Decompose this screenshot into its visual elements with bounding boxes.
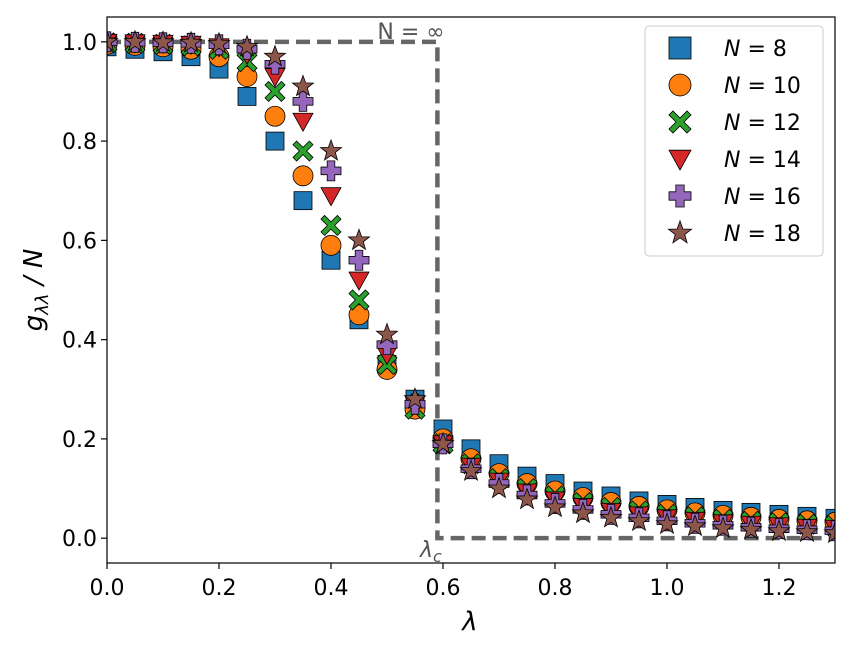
legend: N = 8 N = 10 N = 12 N = 14 N = 16 N = 18 [644, 25, 824, 257]
lambda-c-sub: c [433, 547, 442, 566]
data-point [264, 80, 286, 103]
x-tick-label: 0.8 [538, 576, 573, 601]
data-point [375, 322, 399, 345]
data-point [431, 431, 455, 454]
x-tick-label: 0.0 [90, 576, 125, 601]
data-point [123, 29, 147, 52]
legend-marker [667, 219, 693, 244]
data-point [151, 30, 175, 53]
data-point [515, 487, 539, 510]
data-point [459, 458, 483, 482]
data-point [292, 112, 314, 133]
x-axis-label: λ [460, 607, 477, 637]
data-point [348, 249, 370, 271]
y-axis-label: gλλ / N [19, 249, 53, 332]
data-point [320, 234, 342, 256]
axes: 0.0 0.2 0.4 0.6 0.8 1.0 1.2 0.0 0.2 0.4 0.6 0.8 1.0 [62, 16, 836, 601]
data-point [571, 501, 595, 524]
data-point [683, 514, 707, 537]
data-point [543, 495, 567, 518]
legend-marker [668, 184, 692, 208]
legend-entry-label: N = 10 [724, 74, 801, 99]
data-point [795, 520, 819, 543]
data-point [348, 289, 370, 311]
data-point [767, 519, 791, 542]
legend-marker [668, 36, 692, 60]
data-point [179, 30, 203, 53]
data-point [319, 138, 343, 161]
x-tick-label: 1.0 [650, 576, 685, 601]
y-axis-label-main: g [19, 315, 49, 332]
legend-entry-label: N = 12 [724, 111, 801, 136]
data-point [348, 271, 370, 291]
legend-entry-label: N = 16 [724, 185, 801, 210]
data-point [320, 214, 342, 237]
series-n-18 [107, 29, 835, 544]
data-point [237, 87, 257, 106]
legend-items: N = 8 N = 10 N = 12 N = 14 N = 16 N = 18 [667, 36, 801, 247]
data-point [207, 31, 231, 54]
data-point [487, 476, 511, 499]
data-point [292, 165, 314, 187]
data-point [347, 228, 371, 251]
y-tick-label: 0.4 [62, 329, 97, 354]
data-point [403, 387, 427, 410]
plot-frame [106, 16, 836, 564]
data-point [107, 29, 119, 52]
x-tick-label: 1.2 [762, 576, 797, 601]
x-tick-label: 0.2 [202, 576, 237, 601]
legend-marker [668, 73, 692, 97]
x-tick-label: 0.6 [426, 576, 461, 601]
data-point [320, 160, 342, 182]
data-point [739, 517, 763, 540]
x-tick-label: 0.4 [314, 576, 349, 601]
y-tick-label: 0.2 [62, 428, 97, 453]
y-axis-label-sub: λλ [32, 293, 53, 315]
y-tick-label: 0.6 [62, 229, 97, 254]
y-tick-label: 1.0 [62, 31, 97, 56]
y-tick-label: 0.8 [62, 130, 97, 155]
plot-area [107, 29, 835, 544]
data-point [293, 191, 313, 211]
data-point [291, 74, 315, 97]
data-point [348, 304, 370, 326]
y-tick-label: 0.0 [62, 527, 97, 552]
data-point [627, 509, 651, 532]
data-point [292, 90, 314, 112]
data-point [292, 140, 314, 162]
legend-entry-label: N = 14 [724, 148, 801, 173]
data-point [655, 512, 679, 535]
data-point [235, 34, 259, 57]
legend-entry-label: N = 18 [724, 222, 801, 247]
data-point [265, 131, 285, 151]
data-point [711, 516, 735, 539]
legend-marker [668, 110, 692, 134]
data-point [320, 187, 342, 207]
data-point [599, 505, 623, 528]
data-point [263, 44, 287, 67]
y-axis-label-tail: / N [19, 249, 49, 294]
lambda-c-main: λ [419, 538, 433, 563]
data-point [264, 105, 286, 127]
n-infinity-annotation: N = ∞ [377, 20, 444, 45]
lambda-c-annotation: λc [419, 538, 442, 566]
data-point [236, 66, 258, 87]
data-point [823, 521, 835, 544]
legend-entry-label: N = 8 [724, 37, 787, 62]
step-curve-n-infinity [107, 39, 835, 541]
legend-marker [668, 149, 692, 171]
